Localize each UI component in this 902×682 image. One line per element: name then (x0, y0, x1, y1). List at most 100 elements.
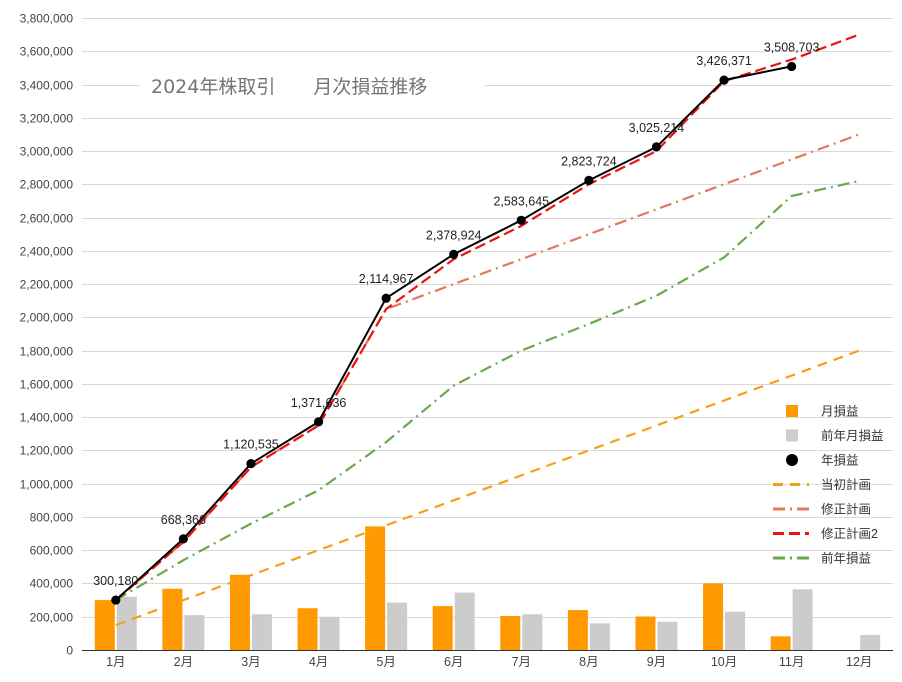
y-tick-label: 800,000 (30, 511, 74, 525)
legend-entry: 修正計画2 (773, 526, 878, 541)
bar-monthly-pl (162, 588, 183, 650)
legend-entry: 当初計画 (773, 477, 871, 492)
point-cumulative-pl (246, 459, 256, 469)
y-tick-label: 3,000,000 (20, 145, 74, 159)
bar-monthly-pl (635, 616, 656, 650)
x-tick-label: 8月 (579, 655, 598, 669)
data-label: 668,366 (161, 513, 206, 527)
y-tick-label: 3,800,000 (20, 12, 74, 26)
bar-prev-year-monthly-pl (792, 589, 813, 650)
bar-prev-year-monthly-pl (589, 623, 610, 650)
x-tick-label: 9月 (647, 655, 666, 669)
bar-series (94, 526, 881, 650)
legend-swatch (786, 429, 798, 442)
y-tick-label: 2,000,000 (20, 311, 74, 325)
point-cumulative-pl (178, 534, 188, 544)
point-cumulative-pl (111, 595, 121, 605)
bar-monthly-pl (229, 574, 250, 650)
bar-monthly-pl (703, 583, 724, 650)
legend-label: 修正計画2 (821, 526, 878, 541)
legend-label: 月損益 (821, 404, 859, 419)
legend-label: 当初計画 (821, 477, 871, 492)
y-tick-label: 2,600,000 (20, 212, 74, 226)
y-tick-label: 1,000,000 (20, 478, 74, 492)
legend-entry: 前年損益 (773, 551, 871, 566)
x-tick-label: 2月 (174, 655, 193, 669)
x-tick-label: 4月 (309, 655, 328, 669)
point-cumulative-pl (381, 293, 391, 303)
data-label: 2,583,645 (493, 194, 549, 208)
data-label: 3,508,703 (764, 40, 820, 54)
line-cumulative-pl (115, 65, 792, 601)
y-tick-label: 200,000 (30, 611, 74, 625)
y-tick-label: 3,400,000 (20, 79, 74, 93)
x-tick-label: 10月 (711, 655, 737, 669)
x-tick-label: 7月 (512, 655, 531, 669)
legend-entry: 前年月損益 (786, 428, 884, 443)
data-label: 1,371,636 (291, 396, 347, 410)
legend-label: 年損益 (821, 453, 859, 468)
y-tick-label: 3,600,000 (20, 45, 74, 59)
y-tick-label: 3,200,000 (20, 112, 74, 126)
bar-prev-year-monthly-pl (116, 596, 137, 650)
bar-prev-year-monthly-pl (725, 611, 746, 650)
y-tick-label: 1,200,000 (20, 444, 74, 458)
chart-title-group: 2024年株取引 月次損益推移 (140, 70, 485, 104)
bar-monthly-pl (770, 636, 791, 650)
line-修正計画 (115, 133, 860, 601)
x-tick-label: 1月 (106, 655, 125, 669)
bar-monthly-pl (432, 606, 453, 650)
bar-prev-year-monthly-pl (319, 616, 340, 650)
bar-monthly-pl (567, 610, 588, 650)
bar-prev-year-monthly-pl (251, 614, 272, 650)
bar-monthly-pl (365, 526, 386, 650)
y-tick-label: 2,400,000 (20, 245, 74, 259)
y-tick-label: 1,600,000 (20, 378, 74, 392)
legend-entry: 年損益 (786, 453, 859, 468)
bar-monthly-pl (500, 615, 521, 650)
point-cumulative-pl (787, 61, 797, 72)
bar-prev-year-monthly-pl (387, 602, 408, 650)
legend-swatch (786, 405, 798, 417)
x-tick-label: 11月 (779, 655, 804, 669)
legend-label: 前年月損益 (821, 428, 884, 443)
bar-prev-year-monthly-pl (454, 592, 475, 650)
y-tick-label: 1,400,000 (20, 411, 74, 425)
y-tick-label: 2,200,000 (20, 278, 74, 292)
y-tick-label: 2,800,000 (20, 178, 74, 192)
point-cumulative-pl (516, 215, 526, 225)
chart-title: 2024年株取引 月次損益推移 (151, 76, 427, 98)
data-label: 2,114,967 (359, 272, 414, 286)
cumulative-line: 300,180 668,366 1,120,535 1,371,636 2,114,96… (93, 40, 820, 605)
point-cumulative-pl (313, 417, 324, 427)
bar-monthly-pl (94, 600, 115, 650)
legend-entry: 月損益 (786, 404, 859, 419)
data-label: 3,426,371 (696, 54, 752, 68)
data-label: 2,823,724 (561, 154, 617, 168)
x-tick-label: 5月 (376, 655, 395, 669)
legend-label: 前年損益 (821, 551, 871, 566)
data-label: 300,180 (93, 574, 138, 588)
data-label: 1,120,535 (223, 438, 279, 452)
data-label: 2,378,924 (426, 228, 482, 242)
y-tick-label: 0 (66, 644, 73, 658)
title-background (140, 70, 485, 104)
point-cumulative-pl (584, 175, 594, 185)
y-tick-label: 1,800,000 (20, 345, 74, 359)
y-tick-label: 400,000 (30, 577, 74, 591)
legend-label: 修正計画 (821, 502, 871, 517)
x-axis: 1月 2月 3月 4月 5月 6月 7月 8月 9月 10月 11月 12月 (106, 655, 872, 669)
bar-prev-year-monthly-pl (522, 614, 543, 650)
bar-monthly-pl (297, 608, 318, 650)
x-tick-label: 3月 (241, 655, 260, 669)
grid-lines (82, 18, 893, 651)
legend-entry: 修正計画 (773, 502, 871, 517)
data-label: 3,025,214 (629, 121, 685, 135)
point-cumulative-pl (449, 249, 459, 259)
y-axis: 0 200,000 400,000 600,000 800,000 1,000,000 1,… (20, 12, 74, 658)
plan-lines (115, 33, 860, 627)
point-cumulative-pl (651, 142, 662, 152)
